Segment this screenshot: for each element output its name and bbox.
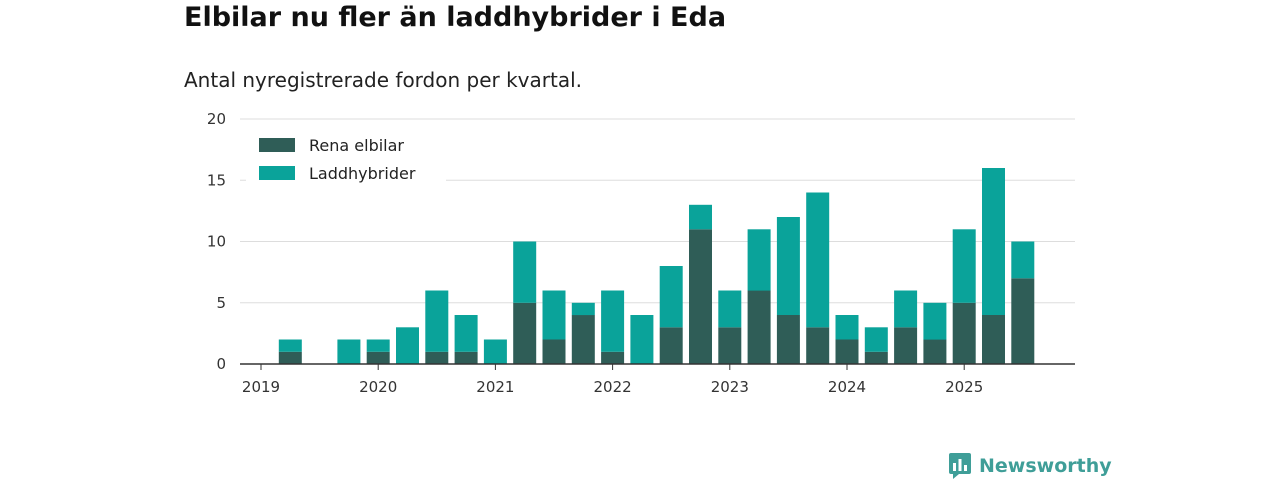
x-tick-label: 2025 [945, 378, 983, 396]
x-tick-label: 2020 [359, 378, 397, 396]
bar-rena-elbilar-2023-q1 [718, 327, 742, 365]
newsworthy-logo-text: Newsworthy [979, 455, 1112, 477]
bar-laddhybrider-2023-q1 [718, 290, 742, 328]
y-tick-label: 20 [207, 110, 226, 128]
bar-rena-elbilar-2019-q2 [278, 351, 302, 365]
x-tick-label: 2022 [594, 378, 632, 396]
y-tick-label: 15 [207, 171, 226, 189]
bar-laddhybrider-2022-q2 [630, 315, 654, 364]
x-tick-label: 2024 [828, 378, 866, 396]
bar-rena-elbilar-2021-q2 [513, 302, 537, 365]
bar-laddhybrider-2020-q2 [396, 327, 419, 365]
bar-rena-elbilar-2021-q3 [542, 339, 566, 364]
x-tick-label: 2019 [242, 378, 280, 396]
legend-swatch-rena-elbilar [259, 138, 295, 152]
bar-rena-elbilar-2020-q1 [366, 351, 390, 365]
bar-laddhybrider-2022-q1 [601, 290, 625, 352]
bar-rena-elbilar-2025-q3 [1011, 278, 1035, 365]
bar-rena-elbilar-2023-q4 [806, 327, 830, 365]
y-axis-labels: 0 5 10 15 20 [207, 110, 226, 373]
bar-laddhybrider-2024-q3 [894, 290, 918, 328]
bar-laddhybrider-2019-q2 [278, 339, 302, 352]
bar-rena-elbilar-2023-q3 [776, 315, 800, 364]
bar-rena-elbilar-2024-q4 [923, 339, 947, 364]
bar-laddhybrider-2023-q4 [806, 192, 830, 328]
bar-laddhybrider-2020-q4 [454, 315, 478, 352]
x-tick-label: 2023 [711, 378, 749, 396]
bar-laddhybrider-2025-q2 [982, 168, 1005, 315]
bar-rena-elbilar-2025-q2 [982, 315, 1005, 364]
legend: Rena elbilar Laddhybrider [246, 129, 446, 187]
bar-rena-elbilar-2024-q1 [835, 339, 859, 364]
legend-swatch-laddhybrider [259, 166, 295, 180]
bar-rena-elbilar-2022-q1 [601, 351, 625, 365]
bar-laddhybrider-2024-q1 [835, 315, 859, 340]
stacked-bar-chart: 0 5 10 15 20 2019 2020 2021 2022 2023 2024 2025 Re… [207, 110, 1075, 396]
legend-label-laddhybrider: Laddhybrider [309, 164, 416, 183]
bar-rena-elbilar-2020-q4 [454, 351, 478, 365]
chart-subtitle: Antal nyregistrerade fordon per kvartal. [184, 68, 583, 92]
bar-laddhybrider-2022-q4 [689, 204, 712, 230]
chart-title: Elbilar nu fler än laddhybrider i Eda [184, 2, 727, 33]
bar-laddhybrider-2021-q4 [571, 302, 595, 316]
bar-rena-elbilar-2020-q3 [425, 351, 449, 365]
bar-laddhybrider-2025-q1 [952, 229, 976, 303]
bar-rena-elbilar-2024-q2 [864, 351, 888, 365]
bar-rena-elbilar-2024-q3 [894, 327, 918, 365]
legend-label-rena-elbilar: Rena elbilar [309, 136, 404, 155]
bar-laddhybrider-2021-q2 [513, 241, 537, 303]
bar-laddhybrider-2024-q2 [864, 327, 888, 352]
newsworthy-logo-icon [949, 453, 971, 479]
newsworthy-logo: Newsworthy [948, 452, 1112, 480]
bar-laddhybrider-2020-q3 [425, 290, 449, 352]
bars [278, 168, 1035, 365]
bar-laddhybrider-2019-q4 [337, 339, 361, 364]
bar-rena-elbilar-2022-q3 [659, 327, 683, 365]
bar-rena-elbilar-2021-q4 [571, 315, 595, 364]
y-tick-label: 5 [216, 294, 226, 312]
bar-laddhybrider-2020-q1 [366, 339, 390, 352]
bar-laddhybrider-2023-q3 [776, 217, 800, 315]
y-tick-label: 0 [216, 355, 226, 373]
bar-laddhybrider-2023-q2 [747, 229, 771, 291]
bar-laddhybrider-2021-q1 [483, 339, 507, 364]
bar-rena-elbilar-2022-q4 [689, 229, 712, 365]
bar-laddhybrider-2025-q3 [1011, 241, 1035, 279]
bar-laddhybrider-2024-q4 [923, 302, 947, 340]
bar-laddhybrider-2021-q3 [542, 290, 566, 340]
bar-rena-elbilar-2025-q1 [952, 302, 976, 365]
x-tick-label: 2021 [476, 378, 514, 396]
bar-rena-elbilar-2023-q2 [747, 290, 771, 364]
y-tick-label: 10 [207, 233, 226, 251]
grid-lines [240, 118, 1075, 304]
x-axis: 2019 2020 2021 2022 2023 2024 2025 [240, 363, 1075, 396]
bar-laddhybrider-2022-q3 [659, 266, 683, 328]
